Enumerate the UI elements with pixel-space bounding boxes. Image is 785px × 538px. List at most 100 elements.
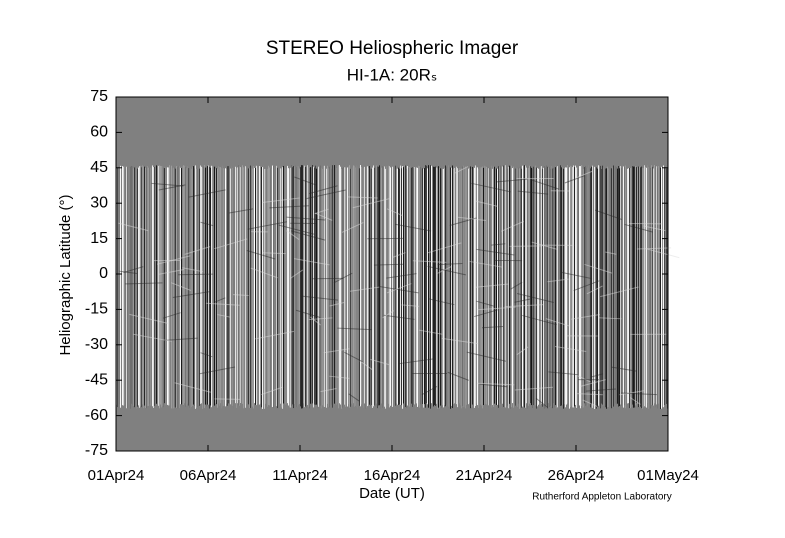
texture-streak	[250, 267, 278, 279]
texture-streak	[123, 266, 144, 273]
texture-stripe	[275, 165, 276, 407]
texture-stripe	[640, 167, 641, 407]
texture-stripe	[629, 168, 630, 409]
texture-stripe	[154, 166, 155, 406]
texture-streak	[476, 382, 515, 386]
texture-stripe	[134, 167, 135, 408]
texture-streak	[501, 220, 524, 232]
texture-stripe	[264, 168, 265, 409]
credit: Rutherford Appleton Laboratory	[532, 492, 672, 503]
texture-stripe	[518, 167, 519, 404]
y-tick-label: 15	[90, 230, 108, 247]
texture-stripe	[169, 165, 170, 406]
texture-stripe	[648, 167, 649, 409]
texture-stripe	[635, 166, 636, 406]
texture-stripe	[136, 166, 137, 409]
texture-streak	[383, 314, 415, 320]
texture-stripe	[440, 168, 441, 406]
texture-stripe	[555, 167, 556, 406]
texture-stripe	[208, 165, 209, 405]
texture-stripe	[649, 165, 650, 405]
texture-stripe	[529, 165, 530, 404]
texture-stripe	[450, 167, 451, 409]
texture-stripe	[153, 167, 154, 408]
texture-stripe	[168, 167, 169, 406]
texture-stripe	[319, 168, 320, 406]
texture-streak	[306, 189, 346, 200]
texture-stripe	[325, 165, 326, 404]
texture-stripe	[490, 167, 491, 406]
texture-stripe	[273, 166, 274, 408]
texture-stripe	[338, 165, 339, 409]
texture-streak	[314, 208, 329, 215]
texture-stripe	[512, 168, 513, 404]
texture-stripe	[220, 167, 221, 404]
texture-stripe	[624, 166, 625, 406]
texture-stripe	[246, 167, 247, 405]
texture-stripe	[597, 168, 598, 407]
texture-stripe	[527, 166, 528, 409]
texture-stripe	[466, 168, 467, 405]
texture-stripe	[362, 167, 363, 407]
texture-stripe	[661, 166, 662, 409]
texture-stripe	[497, 168, 498, 405]
texture-stripe	[285, 167, 286, 405]
texture-stripe	[360, 165, 361, 407]
texture-stripe	[151, 166, 152, 406]
texture-stripe	[271, 168, 272, 407]
texture-stripe	[526, 167, 527, 404]
texture-stripe	[484, 165, 485, 405]
texture-stripe	[397, 168, 398, 405]
texture-streak	[475, 283, 509, 288]
texture-stripe	[146, 167, 147, 409]
texture-stripe	[592, 165, 593, 408]
chart-subtitle: HI-1A: 20Rₛ	[347, 65, 437, 84]
texture-stripe	[426, 165, 427, 404]
texture-stripe	[615, 166, 616, 404]
texture-streak	[401, 304, 420, 307]
texture-stripe	[442, 168, 443, 406]
texture-streak	[129, 313, 169, 324]
texture-stripe	[594, 166, 595, 409]
texture-stripe	[369, 166, 370, 405]
texture-stripe	[387, 168, 388, 407]
texture-stripe	[429, 167, 430, 404]
texture-stripe	[462, 166, 463, 406]
texture-stripe	[453, 168, 454, 405]
texture-stripe	[128, 167, 129, 404]
texture-stripe	[659, 165, 660, 409]
texture-stripe	[432, 167, 433, 407]
y-tick-label: 60	[90, 124, 108, 141]
texture-stripe	[554, 166, 555, 408]
texture-stripe	[314, 167, 315, 405]
texture-stripe	[651, 165, 652, 405]
texture-stripe	[268, 165, 269, 406]
texture-stripe	[299, 168, 300, 404]
texture-stripe	[616, 167, 617, 405]
texture-stripe	[511, 165, 512, 408]
texture-stripe	[603, 167, 604, 406]
texture-stripe	[386, 166, 387, 408]
texture-stripe	[224, 168, 225, 406]
texture-stripe	[251, 168, 252, 404]
texture-stripe	[327, 165, 328, 404]
texture-streak	[428, 298, 455, 306]
texture-stripe	[400, 165, 401, 405]
texture-stripe	[586, 167, 587, 406]
texture-streak	[308, 317, 333, 321]
texture-stripe	[411, 167, 412, 404]
texture-streak	[174, 382, 211, 393]
texture-stripe	[516, 167, 517, 406]
texture-stripe	[292, 167, 293, 405]
texture-streak	[200, 352, 213, 358]
texture-streak	[516, 292, 554, 303]
texture-stripe	[263, 165, 264, 408]
texture-stripe	[329, 166, 330, 408]
texture-streak	[329, 301, 345, 307]
texture-stripe	[340, 166, 341, 405]
texture-stripe	[626, 165, 627, 409]
texture-streak	[228, 208, 254, 214]
texture-streak	[531, 179, 560, 190]
texture-stripe	[122, 166, 123, 406]
